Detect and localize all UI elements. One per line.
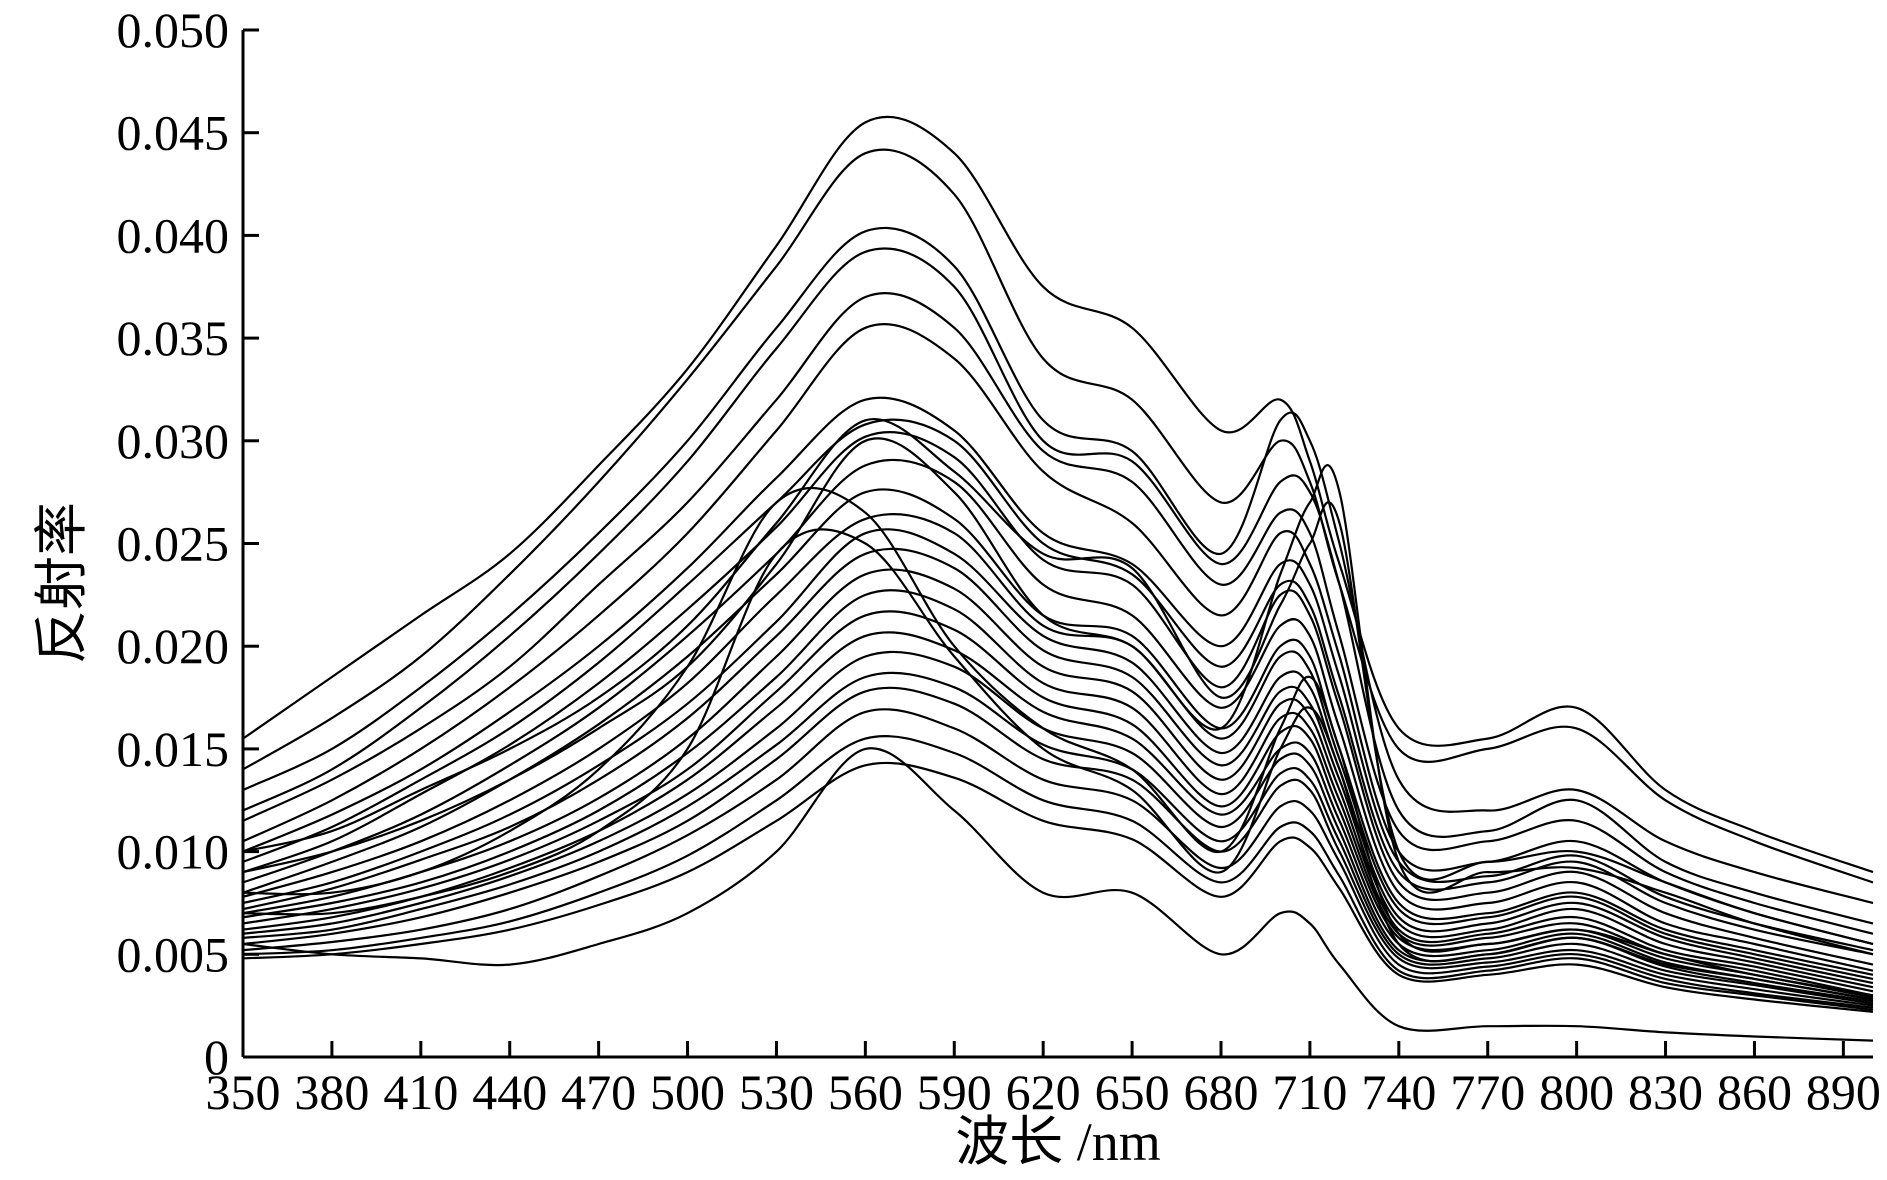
x-tick-label: 710 <box>1272 1064 1347 1120</box>
reflectance-series-line <box>242 528 1874 1001</box>
x-tick-label: 590 <box>917 1064 992 1120</box>
x-tick-label: 410 <box>383 1064 458 1120</box>
y-tick-label: 0.015 <box>117 721 230 777</box>
reflectance-series-line <box>242 115 1874 874</box>
x-tick-label: 890 <box>1806 1064 1881 1120</box>
x-tick-label: 770 <box>1450 1064 1525 1120</box>
x-tick-label: 530 <box>739 1064 814 1120</box>
reflectance-series-line <box>242 418 1874 956</box>
reflectance-series-line <box>242 686 1874 1007</box>
x-tick-label: 800 <box>1539 1064 1614 1120</box>
x-tick-label: 470 <box>561 1064 636 1120</box>
y-tick-label: 0.005 <box>117 926 230 982</box>
x-tick-label: 680 <box>1184 1064 1259 1120</box>
y-tick-label: 0.025 <box>117 516 230 572</box>
reflectance-series-line <box>242 589 1874 997</box>
reflectance-series-line <box>242 292 1874 935</box>
reflectance-series-line <box>242 631 1874 1001</box>
reflectance-series-line <box>242 417 1874 946</box>
reflectance-series-line <box>242 323 1874 946</box>
x-tick-label: 500 <box>650 1064 725 1120</box>
series-layer <box>242 115 1874 1042</box>
y-axis-ticks: 0 0.005 0.010 0.015 0.020 0.025 0.030 0.035 0.04… <box>117 2 259 1085</box>
reflectance-series-line <box>242 761 1874 1013</box>
reflectance-series-line <box>242 396 1874 952</box>
y-tick-label: 0.035 <box>117 310 230 366</box>
reflectance-series-line <box>242 437 1874 956</box>
x-tick-label: 380 <box>294 1064 369 1120</box>
reflectance-series-line <box>242 226 1874 905</box>
reflectance-series-line <box>242 735 1874 1011</box>
reflectance-series-line <box>242 431 1874 966</box>
x-tick-label: 560 <box>828 1064 903 1120</box>
reflectance-series-line <box>242 488 1874 976</box>
x-tick-label: 740 <box>1361 1064 1436 1120</box>
reflectance-series-line <box>242 148 1874 884</box>
y-tick-label: 0.020 <box>117 618 230 674</box>
reflectance-series-line <box>242 528 1874 985</box>
x-tick-label: 650 <box>1095 1064 1170 1120</box>
x-tick-label: 350 <box>206 1064 281 1120</box>
y-tick-label: 0.030 <box>117 413 230 469</box>
x-tick-label: 830 <box>1628 1064 1703 1120</box>
y-tick-label: 0.050 <box>117 2 230 58</box>
x-tick-label: 620 <box>1006 1064 1081 1120</box>
x-axis-title: 波长 /nm <box>955 1112 1161 1172</box>
x-tick-label: 440 <box>472 1064 547 1120</box>
y-tick-label: 0 <box>204 1029 229 1085</box>
reflectance-series-line <box>242 247 1874 925</box>
reflectance-series-line <box>242 486 1874 997</box>
y-axis-title: 反射率 <box>32 502 92 664</box>
y-tick-label: 0.045 <box>117 105 230 161</box>
reflectance-series-line <box>242 708 1874 1009</box>
x-axis-ticks: 350 380 410 440 470 500 530 560 590 620 650 680 710 7… <box>206 1041 1881 1120</box>
reflectance-series-line <box>242 512 1874 980</box>
reflectance-series-line <box>242 458 1874 972</box>
reflectance-series-line <box>242 747 1874 1042</box>
reflectance-series-line <box>242 568 1874 993</box>
y-tick-label: 0.010 <box>117 824 230 880</box>
x-tick-label: 860 <box>1717 1064 1792 1120</box>
y-tick-label: 0.040 <box>117 207 230 263</box>
